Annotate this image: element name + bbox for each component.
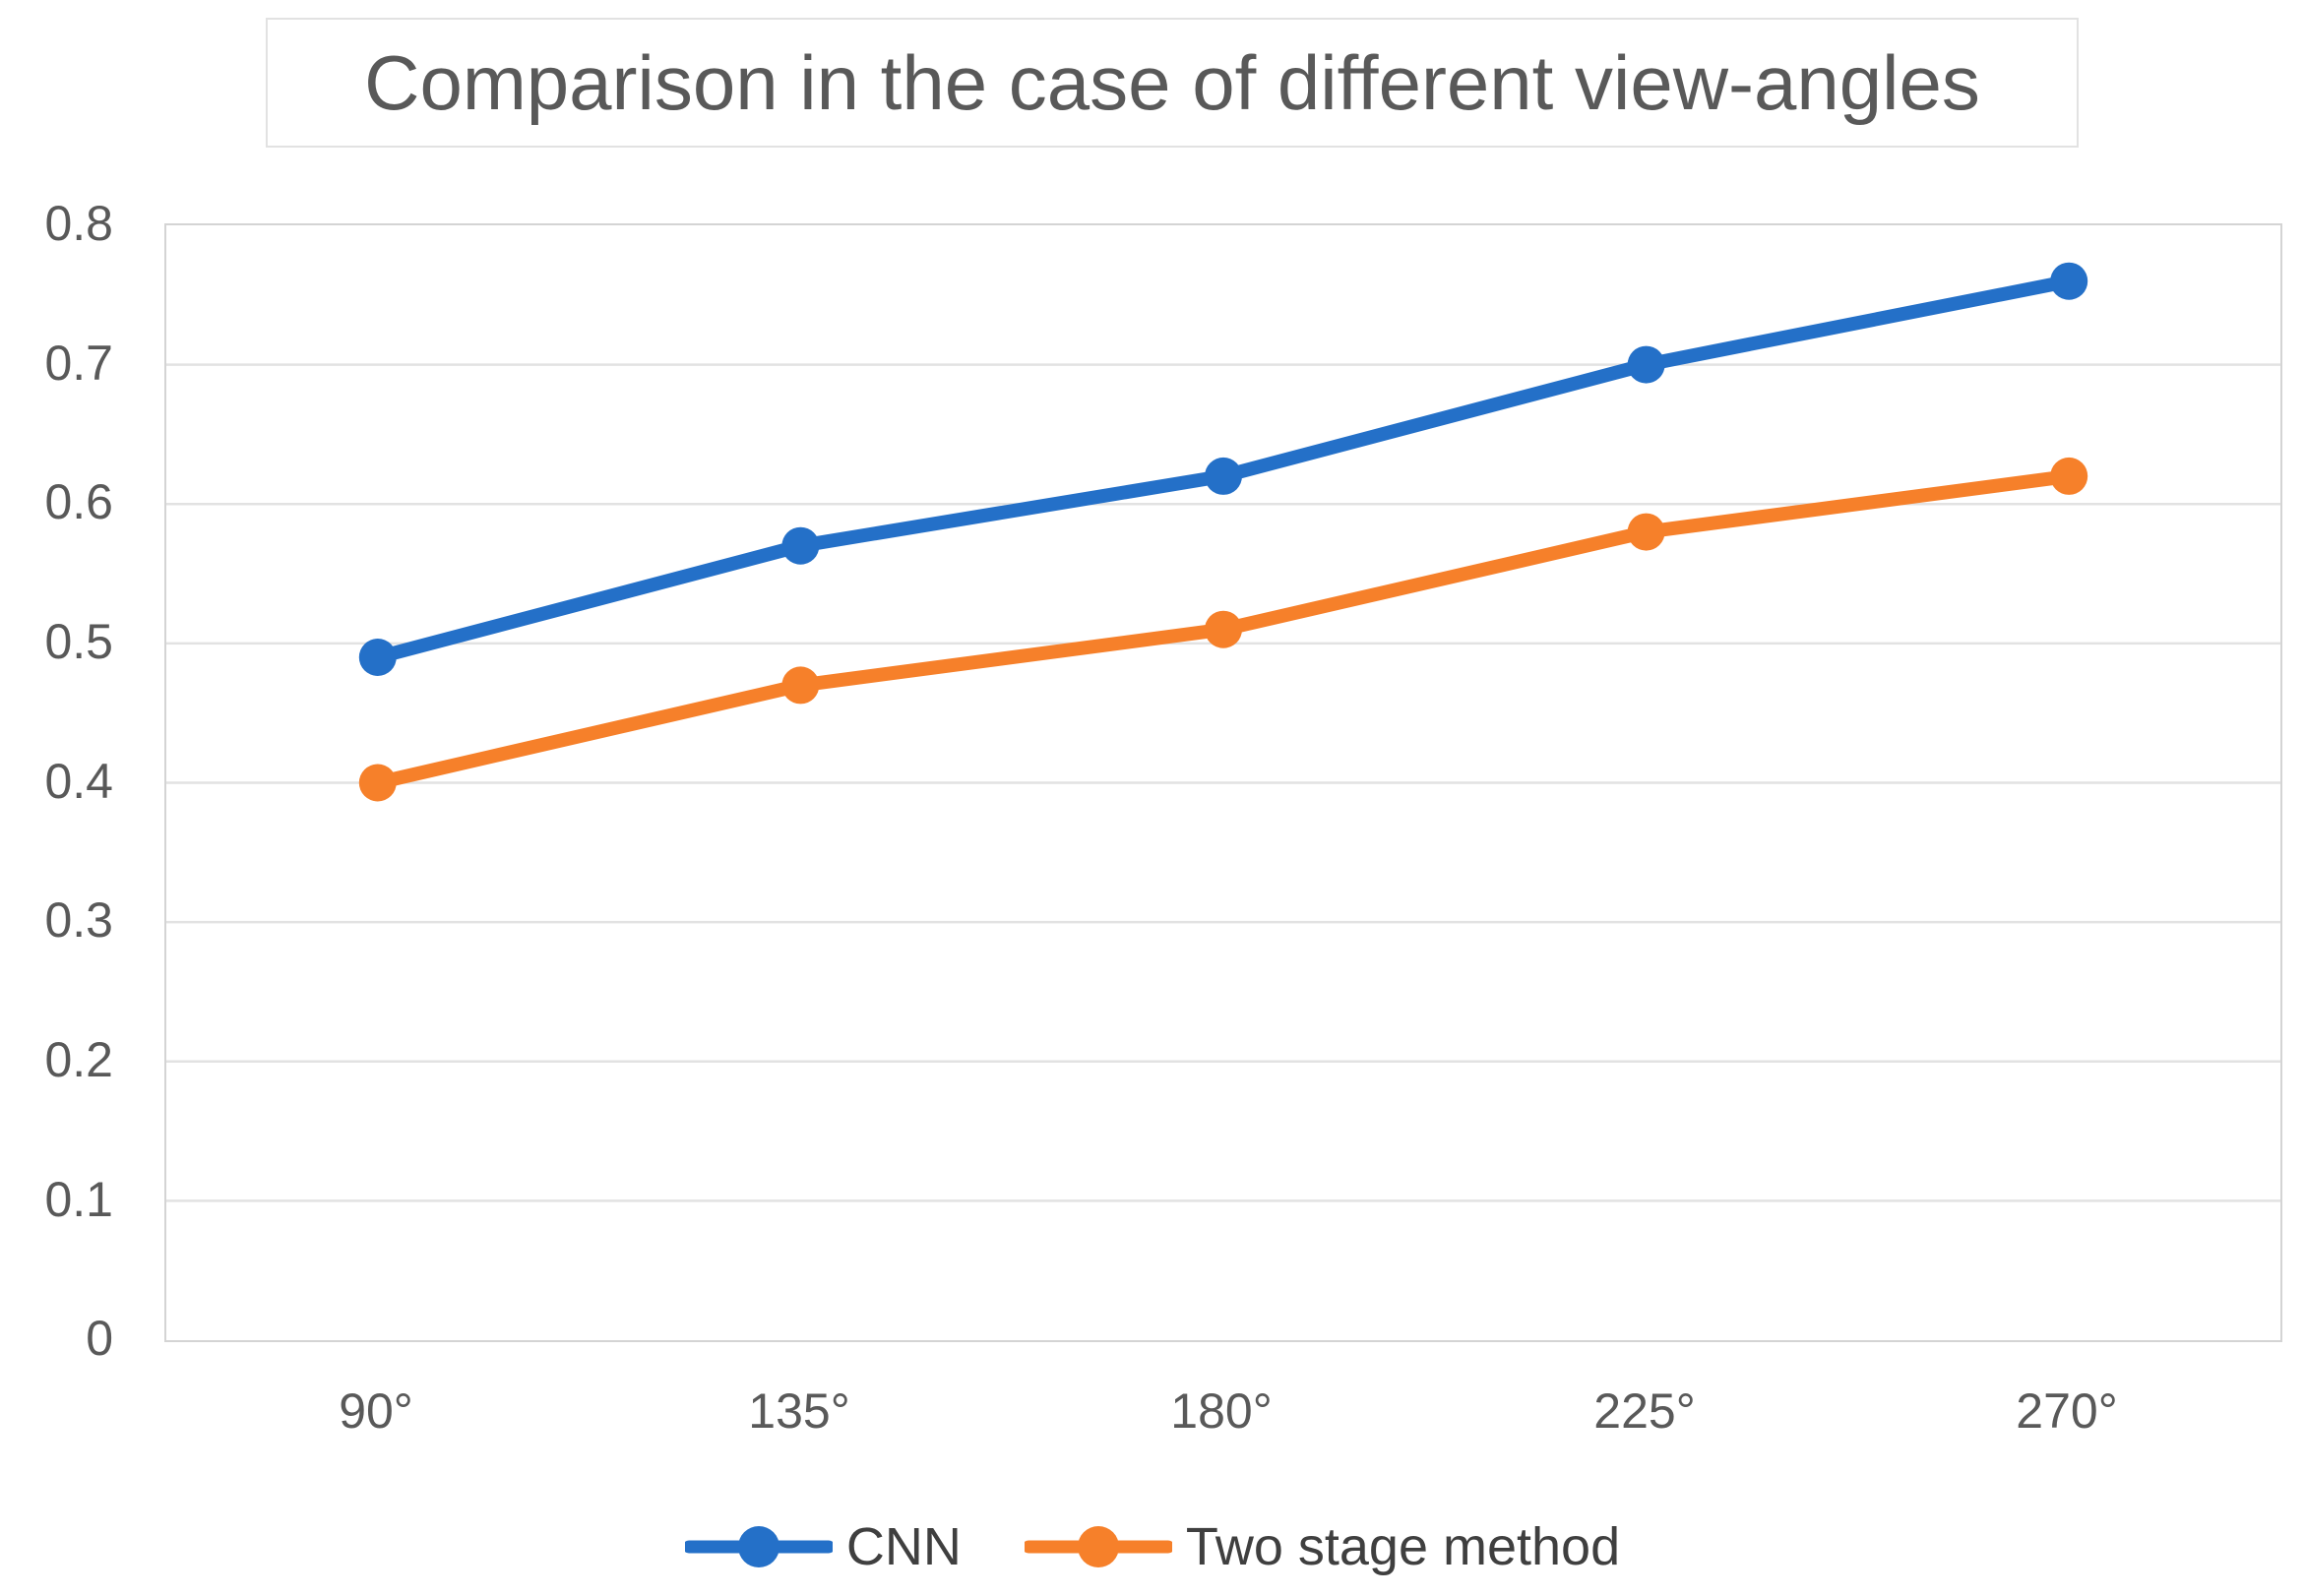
y-tick-label: 0.6 [44,474,113,529]
plot-area [164,223,2282,1342]
legend: CNN Two stage method [0,1500,2305,1594]
x-tick-label: 180° [1170,1383,1273,1439]
y-tick-label: 0.8 [44,196,113,251]
data-point-two-stage-method-135° [781,666,820,705]
legend-item-cnn: CNN [684,1516,962,1577]
data-point-cnn-180° [1205,457,1242,495]
x-tick-label: 135° [748,1383,850,1439]
y-tick-label: 0.4 [44,754,113,809]
y-tick-label: 0.2 [44,1032,113,1087]
legend-label-two-stage-method: Two stage method [1185,1517,1621,1576]
data-point-two-stage-method-90° [358,764,397,802]
plot-svg [166,262,2280,1202]
legend-marker-line-icon [684,1526,833,1567]
y-tick-label: 0.5 [44,614,113,669]
data-point-two-stage-method-270° [2050,457,2088,495]
x-tick-label: 225° [1593,1383,1696,1439]
y-tick-label: 0.1 [44,1172,113,1227]
data-point-cnn-225° [1627,345,1665,384]
y-tick-label: 0.7 [44,336,113,391]
x-tick-label: 270° [2016,1383,2118,1439]
data-point-cnn-90° [358,639,397,676]
data-point-cnn-135° [781,526,820,565]
legend-label-cnn: CNN [845,1517,962,1576]
data-point-two-stage-method-180° [1205,610,1242,648]
y-tick-label: 0.3 [44,892,113,948]
chart-title: Comparison in the case of different view… [364,38,1980,126]
y-tick-label: 0 [86,1311,113,1366]
data-point-cnn-270° [2050,262,2088,300]
data-point-two-stage-method-225° [1627,513,1665,551]
x-tick-label: 90° [339,1383,413,1439]
legend-marker-line-icon [1024,1526,1172,1567]
legend-item-two-stage-method: Two stage method [1024,1516,1621,1577]
chart-title-box: Comparison in the case of different view… [266,18,2079,148]
